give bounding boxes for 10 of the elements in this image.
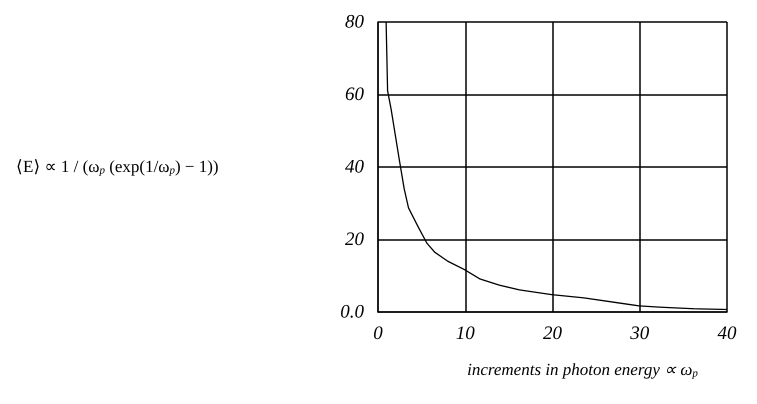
y-tick-label: 20	[345, 229, 364, 250]
x-tick-label: 20	[543, 323, 562, 344]
y-tick-label: 80	[345, 12, 364, 32]
y-tick-label: 60	[345, 84, 364, 105]
y-tick-label: 40	[345, 156, 364, 178]
x-tick-label: 40	[718, 323, 737, 344]
x-tick-label: 0	[373, 323, 384, 344]
x-tick-label: 10	[456, 323, 476, 344]
x-tick-label: 30	[629, 323, 650, 344]
y-tick-label: 0.0	[340, 302, 364, 322]
